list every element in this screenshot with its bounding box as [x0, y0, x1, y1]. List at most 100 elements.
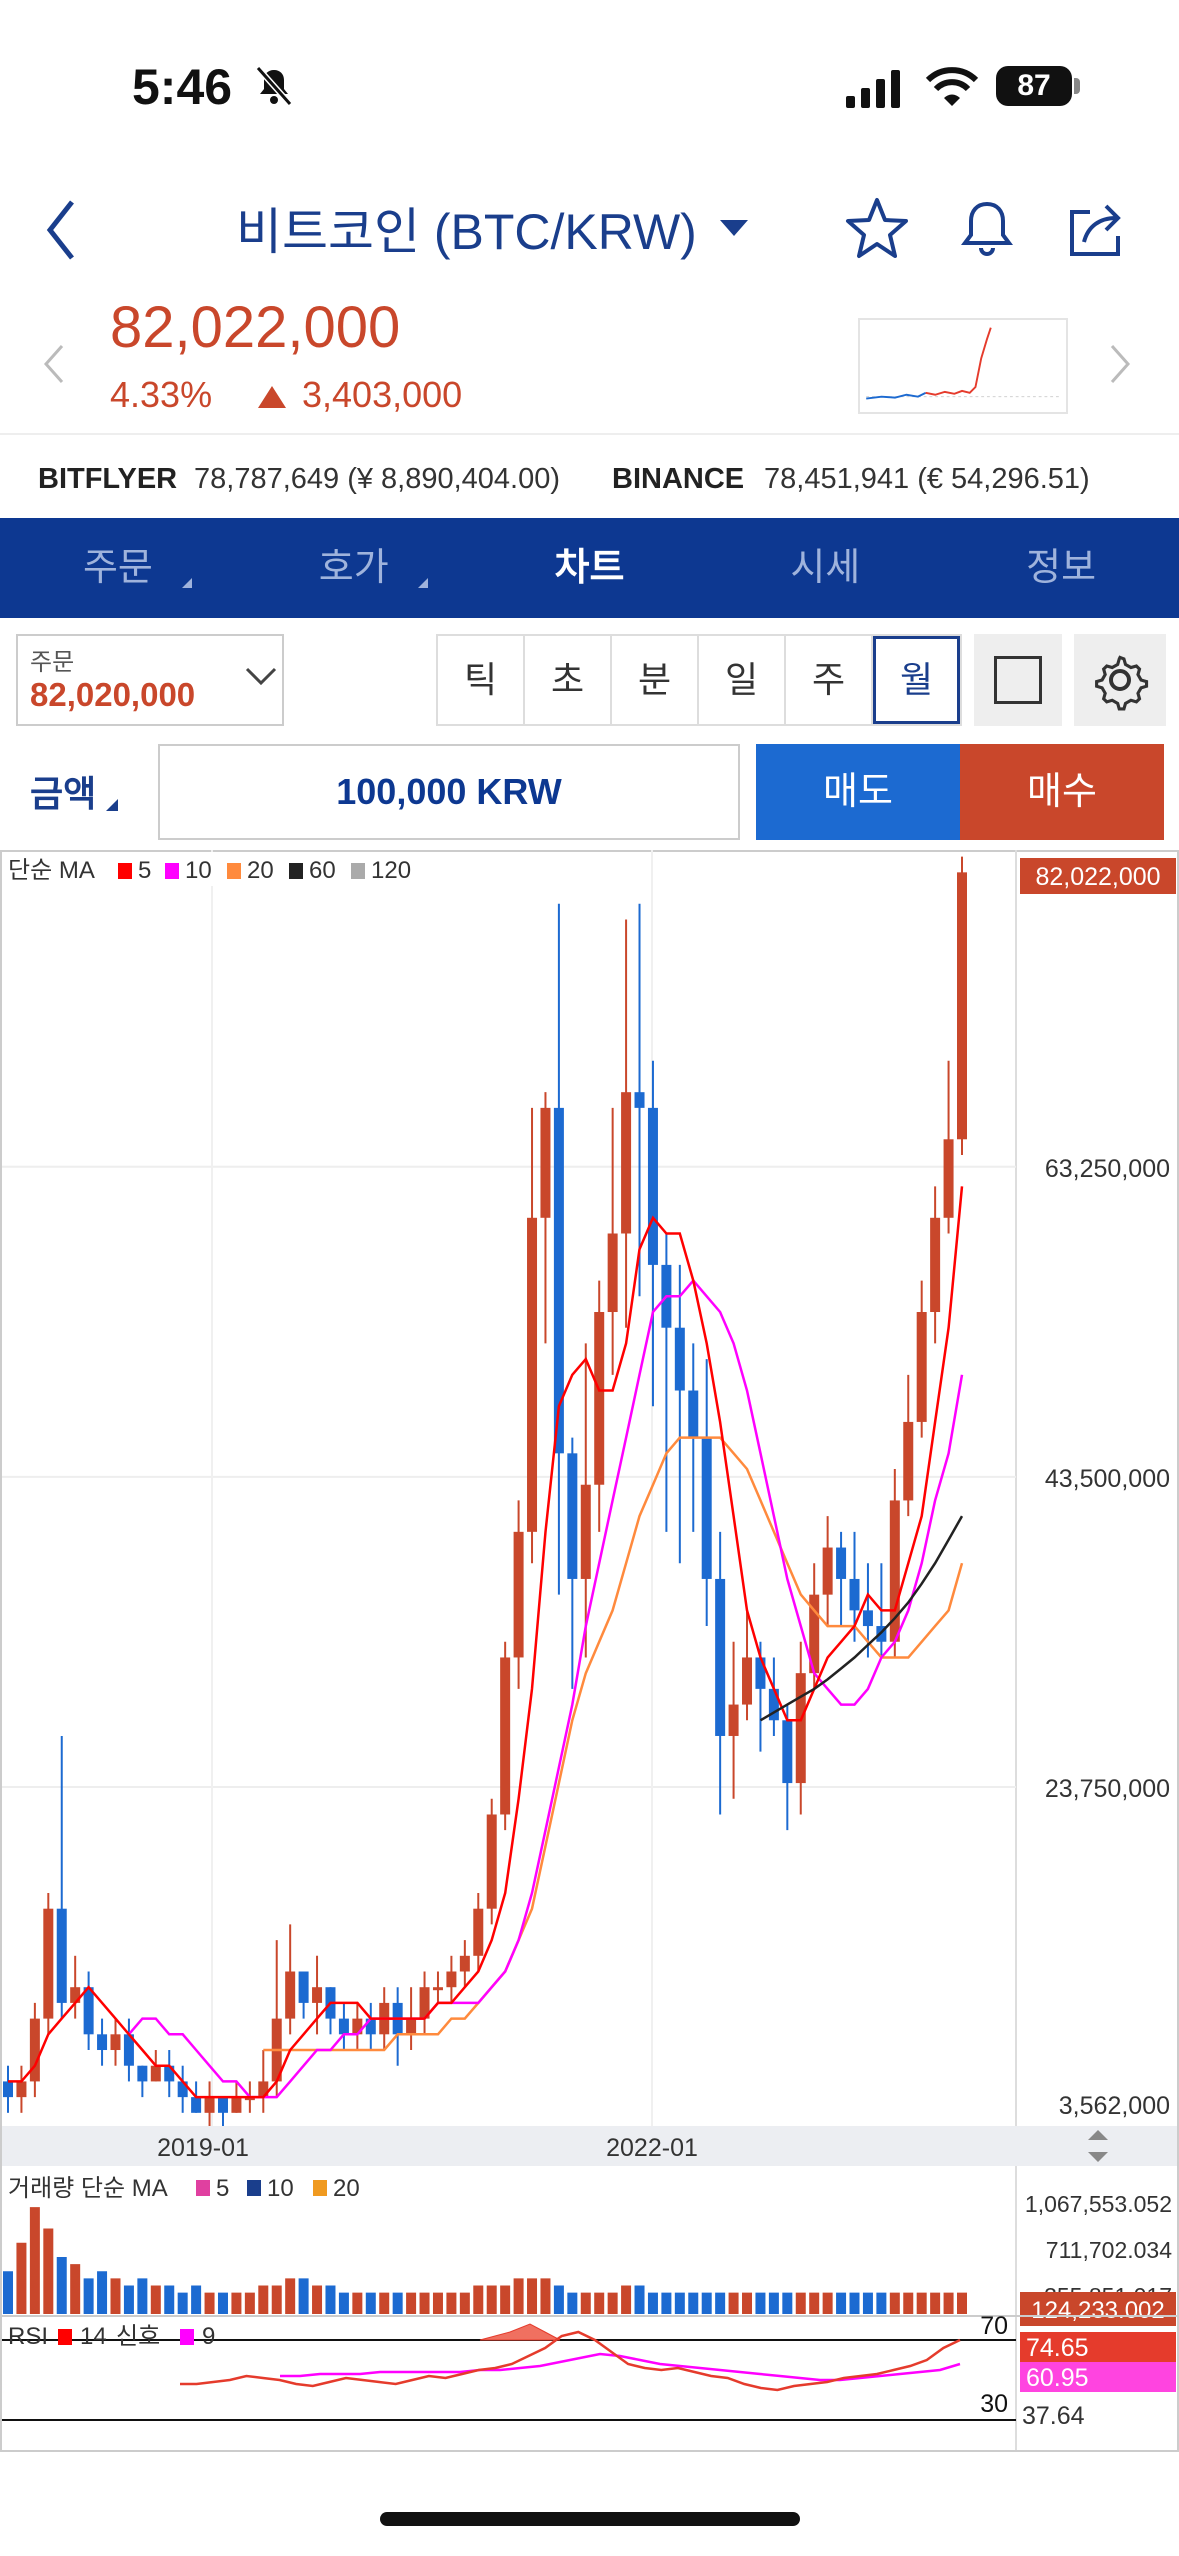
- tab-orderbook[interactable]: 호가: [236, 518, 472, 618]
- volume-bar: [943, 2292, 954, 2314]
- volume-bar: [271, 2285, 282, 2314]
- volume-bar: [177, 2292, 188, 2314]
- legend-swatch: [118, 863, 132, 879]
- volume-bar: [137, 2278, 148, 2314]
- mini-chart[interactable]: [858, 318, 1068, 414]
- legend-period: 20: [247, 857, 274, 884]
- volume-bar: [244, 2292, 255, 2314]
- prev-coin-arrow-icon[interactable]: [42, 342, 66, 386]
- exchange-value: 78,451,941 (€ 54,296.51): [764, 463, 1090, 495]
- ma5-line: [8, 1186, 964, 2099]
- change-amount: 3,403,000: [302, 374, 463, 415]
- candle-body: [647, 1107, 658, 1265]
- legend-period: 10: [185, 857, 212, 884]
- candle-body: [150, 2065, 161, 2082]
- candle-body: [768, 1688, 779, 1721]
- legend-swatch: [351, 863, 365, 879]
- rsi-value-label: 74.65: [1026, 2334, 1089, 2362]
- volume-bar: [379, 2292, 390, 2314]
- volume-bar: [647, 2292, 658, 2314]
- candle-body: [164, 2065, 175, 2082]
- volume-bar: [822, 2292, 833, 2314]
- volume-bar: [43, 2228, 54, 2314]
- candle-body: [29, 2018, 40, 2082]
- candle-body: [822, 1547, 833, 1595]
- candle-body: [889, 1500, 900, 1642]
- period-week[interactable]: 주: [786, 636, 873, 724]
- volume-bar: [29, 2207, 40, 2314]
- candle-body: [365, 2018, 376, 2035]
- period-day[interactable]: 일: [699, 636, 786, 724]
- tab-order[interactable]: 주문: [0, 518, 236, 618]
- volume-bar: [338, 2292, 349, 2314]
- candle-body: [231, 2097, 242, 2113]
- legend-swatch: [58, 2329, 72, 2345]
- volume-bar: [392, 2292, 403, 2314]
- candle-body: [177, 2081, 188, 2098]
- chart-canvas[interactable]: 63,250,000 43,500,000 23,750,000 3,562,000 단…: [0, 850, 1179, 2458]
- period-minute[interactable]: 분: [612, 636, 699, 724]
- bell-icon[interactable]: [952, 194, 1022, 264]
- chart-settings-button[interactable]: [1074, 634, 1166, 726]
- exchange-value: 78,787,649 (¥ 8,890,404.00): [194, 463, 561, 495]
- tab-label: 호가: [318, 547, 389, 589]
- next-coin-arrow-icon[interactable]: [1108, 342, 1132, 386]
- legend-swatch: [247, 2180, 261, 2196]
- candle-body: [782, 1720, 793, 1784]
- fullscreen-button[interactable]: [974, 634, 1062, 726]
- square-icon: [994, 656, 1042, 704]
- tab-quotes[interactable]: 시세: [707, 518, 943, 618]
- price-chart[interactable]: 63,250,000 43,500,000 23,750,000 3,562,000 단…: [0, 850, 1179, 2458]
- chart-frame: [0, 850, 1179, 2452]
- legend-period: 5: [216, 2175, 229, 2202]
- candle-body: [809, 1594, 820, 1674]
- battery-icon: 87: [996, 64, 1080, 108]
- candle-body: [459, 1955, 470, 1972]
- candle-body: [715, 1578, 726, 1736]
- amount-type-select[interactable]: 금액: [30, 765, 119, 817]
- candle-body: [594, 1312, 605, 1485]
- volume-bar: [930, 2292, 941, 2314]
- legend-period: 20: [333, 2175, 360, 2202]
- volume-bar: [742, 2292, 753, 2314]
- resize-handle-icon: [1088, 2130, 1108, 2162]
- share-icon[interactable]: [1060, 194, 1130, 264]
- dropdown-caret-icon[interactable]: [720, 220, 748, 236]
- sell-button[interactable]: 매도: [756, 744, 960, 840]
- star-icon[interactable]: [842, 194, 912, 264]
- tab-label: 차트: [554, 547, 625, 589]
- volume-bar: [553, 2285, 564, 2314]
- candle-body: [930, 1217, 941, 1313]
- chevron-left-icon[interactable]: [40, 190, 90, 270]
- tab-info[interactable]: 정보: [943, 518, 1179, 618]
- candle-body: [110, 2034, 121, 2051]
- volume-bar: [110, 2278, 121, 2314]
- volume-bar: [83, 2278, 94, 2314]
- candle-body: [473, 1908, 484, 1956]
- chevron-down-icon: [245, 667, 277, 686]
- period-month[interactable]: 월: [873, 636, 960, 724]
- order-price-select[interactable]: 주문 82,020,000: [16, 634, 284, 726]
- tab-chart[interactable]: 차트: [472, 518, 708, 618]
- buy-button[interactable]: 매수: [960, 744, 1164, 840]
- volume-bar: [204, 2292, 215, 2314]
- rsi-value-tag: [1020, 2332, 1176, 2362]
- page-title[interactable]: 비트코인 (BTC/KRW): [236, 204, 697, 260]
- volume-legend-label: 거래량 단순 MA: [8, 2175, 168, 2202]
- rsi-overbought-fill: [479, 2323, 561, 2341]
- period-tick[interactable]: 틱: [438, 636, 525, 724]
- volume-bar: [580, 2292, 591, 2314]
- x-axis-band: [2, 2126, 1177, 2166]
- candle-body: [312, 1987, 323, 2003]
- rsi-level-label: 70: [980, 2312, 1008, 2340]
- volume-bar: [191, 2285, 202, 2314]
- amount-input[interactable]: 100,000 KRW: [158, 744, 740, 840]
- period-second[interactable]: 초: [525, 636, 612, 724]
- volume-bar: [755, 2292, 766, 2314]
- wifi-icon: [925, 67, 979, 106]
- volume-current-tag: [1020, 2292, 1176, 2326]
- legend-period: 10: [267, 2175, 294, 2202]
- legend-period: 120: [371, 857, 411, 884]
- candle-body: [204, 2097, 215, 2113]
- change-percent: 4.33%: [110, 374, 213, 415]
